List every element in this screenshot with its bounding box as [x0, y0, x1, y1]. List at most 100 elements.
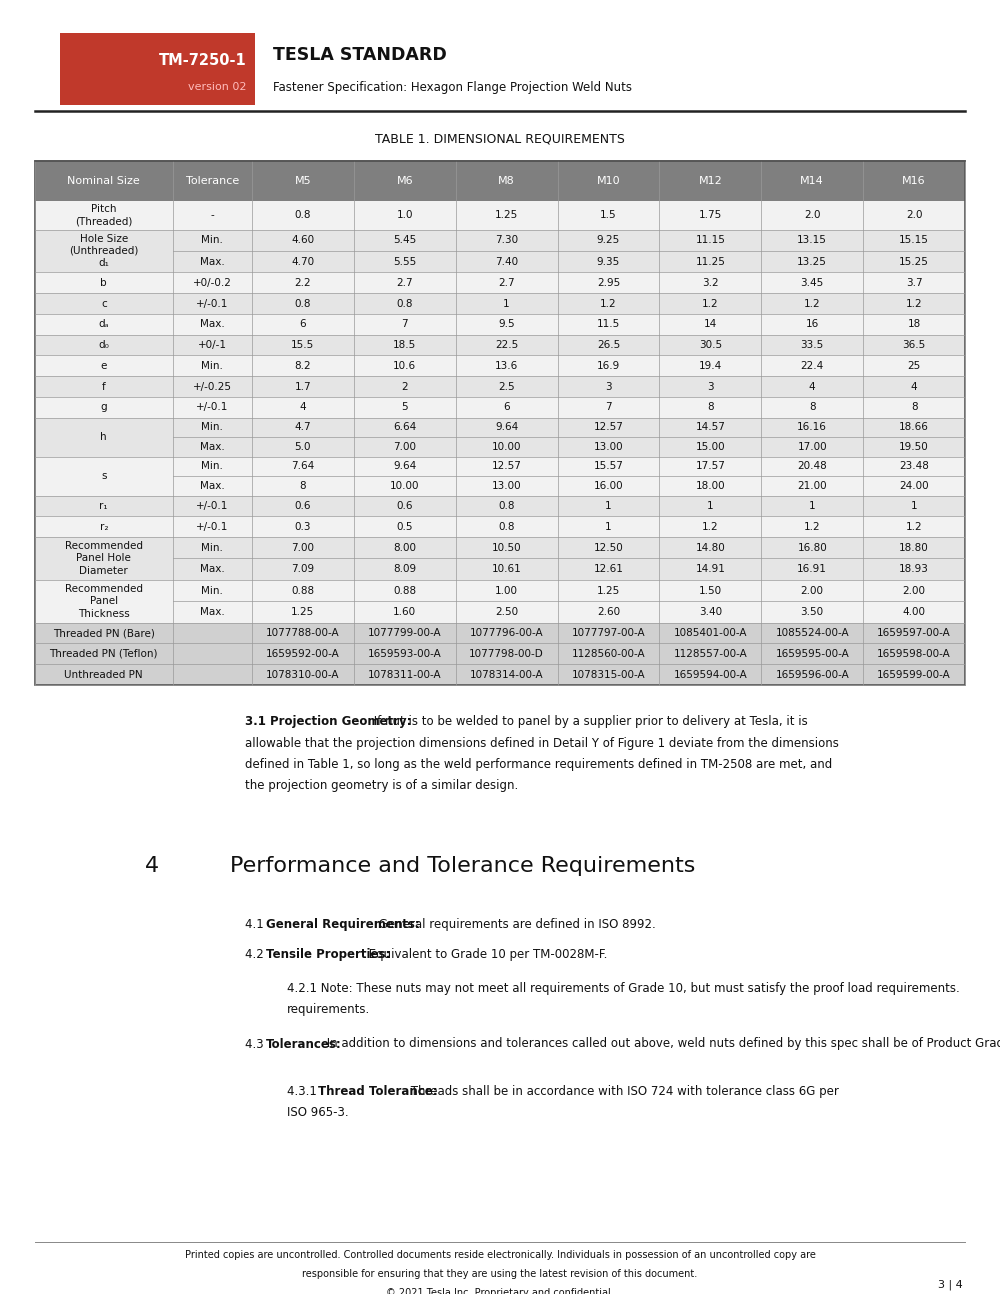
Text: 0.8: 0.8	[295, 210, 311, 220]
Text: 1.2: 1.2	[702, 521, 719, 532]
Text: Tolerance: Tolerance	[186, 176, 239, 186]
Text: 1085401-00-A: 1085401-00-A	[674, 628, 747, 638]
Text: General Requirements:: General Requirements:	[266, 917, 420, 930]
Bar	[35, 377, 965, 397]
Text: 4.00: 4.00	[903, 607, 926, 617]
Text: 3.40: 3.40	[699, 607, 722, 617]
Text: 22.5: 22.5	[495, 340, 518, 351]
Bar	[35, 643, 965, 664]
Text: Thread Tolerance:: Thread Tolerance:	[318, 1084, 438, 1099]
Text: e: e	[101, 361, 107, 371]
Text: 1: 1	[911, 501, 917, 511]
Text: 3: 3	[707, 382, 714, 392]
Text: 8.00: 8.00	[393, 542, 416, 553]
Text: 18.93: 18.93	[899, 564, 929, 575]
Text: Threaded PN (Bare): Threaded PN (Bare)	[53, 628, 155, 638]
Text: +/-0.1: +/-0.1	[196, 501, 228, 511]
Bar	[35, 496, 965, 516]
Text: Pitch
(Threaded): Pitch (Threaded)	[75, 204, 132, 226]
Text: 13.6: 13.6	[495, 361, 518, 371]
Text: 18.00: 18.00	[696, 481, 725, 490]
Text: 8: 8	[809, 402, 816, 413]
Text: Threaded PN (Teflon): Threaded PN (Teflon)	[50, 648, 158, 659]
Text: In addition to dimensions and tolerances called out above, weld nuts defined by : In addition to dimensions and tolerances…	[323, 1038, 1000, 1051]
Bar	[35, 397, 965, 418]
Text: 1077796-00-A: 1077796-00-A	[470, 628, 543, 638]
Text: 10.00: 10.00	[492, 441, 521, 452]
Text: 2.95: 2.95	[597, 278, 620, 287]
Bar	[35, 622, 965, 643]
Bar	[35, 356, 965, 377]
Text: Tensile Properties:: Tensile Properties:	[266, 949, 390, 961]
Text: 1659597-00-A: 1659597-00-A	[877, 628, 951, 638]
Text: 12.57: 12.57	[492, 462, 522, 471]
Text: 1659598-00-A: 1659598-00-A	[877, 648, 951, 659]
Text: 19.50: 19.50	[899, 441, 929, 452]
Text: 2.60: 2.60	[597, 607, 620, 617]
Text: 16.9: 16.9	[597, 361, 620, 371]
Text: Min.: Min.	[201, 422, 223, 432]
Text: +/-0.1: +/-0.1	[196, 299, 228, 308]
Text: 4.3: 4.3	[245, 1038, 267, 1051]
Text: 3.1 Projection Geometry:: 3.1 Projection Geometry:	[245, 716, 412, 729]
Text: 16.16: 16.16	[797, 422, 827, 432]
Text: r₂: r₂	[100, 521, 108, 532]
Text: +0/-1: +0/-1	[198, 340, 227, 351]
Text: 14.91: 14.91	[695, 564, 725, 575]
Text: Recommended
Panel Hole
Diameter: Recommended Panel Hole Diameter	[65, 541, 143, 576]
Bar	[35, 580, 965, 622]
Text: 3.2: 3.2	[702, 278, 719, 287]
Text: 25: 25	[907, 361, 921, 371]
Text: 1.2: 1.2	[906, 521, 922, 532]
Text: 2.7: 2.7	[498, 278, 515, 287]
Text: version 02: version 02	[188, 82, 247, 92]
Text: 1: 1	[809, 501, 816, 511]
Text: 9.5: 9.5	[498, 320, 515, 329]
Text: 15.15: 15.15	[899, 236, 929, 246]
Text: Max.: Max.	[200, 441, 225, 452]
Text: +/-0.25: +/-0.25	[193, 382, 232, 392]
Text: 1659592-00-A: 1659592-00-A	[266, 648, 340, 659]
Bar	[35, 272, 965, 294]
Bar	[35, 314, 965, 335]
Bar	[35, 160, 965, 685]
Text: -: -	[210, 210, 214, 220]
Text: 2.0: 2.0	[804, 210, 820, 220]
Text: 16.91: 16.91	[797, 564, 827, 575]
Text: requirements.: requirements.	[287, 1004, 370, 1017]
Text: 3: 3	[605, 382, 612, 392]
Text: 9.35: 9.35	[597, 256, 620, 267]
Text: 18.66: 18.66	[899, 422, 929, 432]
Text: 2.5: 2.5	[498, 382, 515, 392]
Text: 4.70: 4.70	[291, 256, 314, 267]
Text: 24.00: 24.00	[899, 481, 929, 490]
Text: 10.6: 10.6	[393, 361, 416, 371]
Text: r₁: r₁	[99, 501, 108, 511]
Text: 1.00: 1.00	[495, 586, 518, 595]
Text: 14: 14	[704, 320, 717, 329]
Text: 3 | 4: 3 | 4	[938, 1280, 962, 1290]
Text: the projection geometry is of a similar design.: the projection geometry is of a similar …	[245, 779, 518, 792]
Text: 15.00: 15.00	[696, 441, 725, 452]
Text: 1128560-00-A: 1128560-00-A	[572, 648, 645, 659]
Text: Unthreaded PN: Unthreaded PN	[64, 669, 143, 679]
Text: 7.09: 7.09	[291, 564, 314, 575]
Text: 1078311-00-A: 1078311-00-A	[368, 669, 442, 679]
Text: Min.: Min.	[201, 586, 223, 595]
Text: 22.4: 22.4	[801, 361, 824, 371]
Text: 10.50: 10.50	[492, 542, 521, 553]
Text: 3.50: 3.50	[801, 607, 824, 617]
Bar	[35, 160, 965, 201]
Text: 6: 6	[300, 320, 306, 329]
Text: 36.5: 36.5	[902, 340, 926, 351]
Text: 1078315-00-A: 1078315-00-A	[572, 669, 645, 679]
Text: 1.2: 1.2	[600, 299, 617, 308]
Text: 4.2: 4.2	[245, 949, 268, 961]
Text: 0.88: 0.88	[393, 586, 416, 595]
Bar	[35, 457, 965, 496]
Text: 9.64: 9.64	[393, 462, 416, 471]
Text: 1659593-00-A: 1659593-00-A	[368, 648, 442, 659]
Bar	[35, 229, 965, 272]
Text: 9.25: 9.25	[597, 236, 620, 246]
Text: 15.57: 15.57	[594, 462, 623, 471]
